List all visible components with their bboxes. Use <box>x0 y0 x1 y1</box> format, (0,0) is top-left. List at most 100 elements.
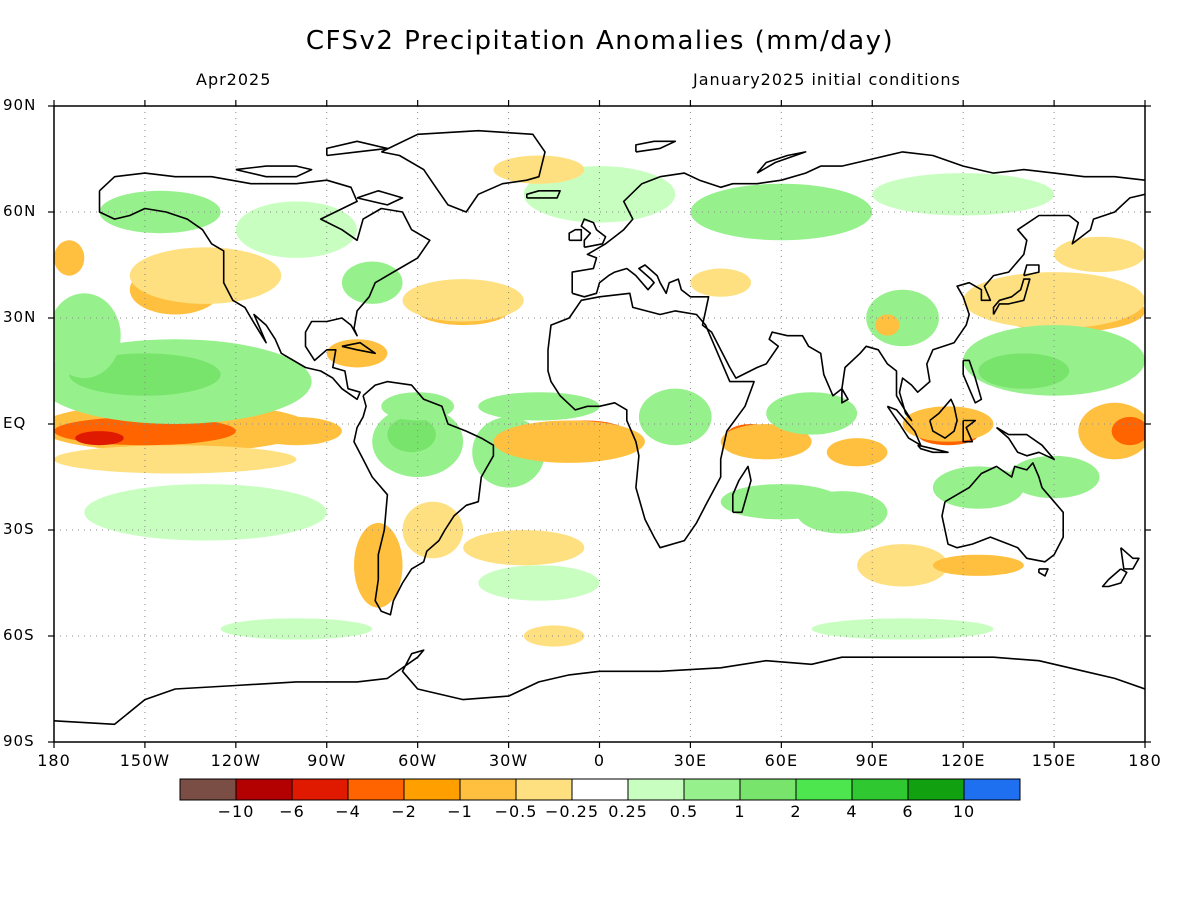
lon-label: 120E <box>940 751 986 770</box>
anomaly-patch <box>826 438 888 467</box>
lon-label: 120W <box>210 751 262 770</box>
coastline <box>1038 568 1049 577</box>
colorbar-swatch <box>683 778 741 801</box>
colorbar-label: −2 <box>391 802 417 821</box>
anomaly-patch <box>129 247 282 304</box>
forecast-month: Apr2025 <box>196 70 272 89</box>
coastlines <box>54 129 1145 726</box>
colorbar-swatch <box>291 778 349 801</box>
anomaly-patch <box>872 173 1055 216</box>
lon-label: 90E <box>855 751 889 770</box>
anomaly-patch <box>963 272 1145 329</box>
coastline <box>756 151 807 174</box>
lat-label: EQ <box>3 414 27 432</box>
coastline <box>1023 264 1040 277</box>
map-title: CFSv2 Precipitation Anomalies (mm/day) <box>305 26 895 56</box>
coastline <box>571 151 1145 294</box>
coastline <box>341 341 376 355</box>
colorbar-swatch <box>235 778 293 801</box>
coastline <box>1101 568 1128 588</box>
anomaly-patch <box>978 353 1070 389</box>
anomaly-patch <box>720 424 812 460</box>
lon-label: 180 <box>37 751 71 770</box>
coastline <box>635 140 677 153</box>
colorbar-swatch <box>571 778 629 801</box>
anomaly-patch <box>478 565 600 601</box>
colorbar-label: 10 <box>952 802 976 821</box>
lat-label: 60S <box>3 626 35 644</box>
colorbar-label: 0.5 <box>669 802 699 821</box>
colorbar-swatch <box>515 778 573 801</box>
coastline <box>54 649 1145 726</box>
colorbar-swatch <box>739 778 797 801</box>
coastline <box>841 388 849 404</box>
anomaly-patch <box>99 190 221 234</box>
coastline <box>732 465 752 514</box>
anomaly-field <box>54 155 1145 647</box>
anomaly-patch <box>1008 455 1100 499</box>
anomaly-patch <box>54 445 297 474</box>
lon-label: 60E <box>764 751 799 770</box>
anomaly-patch <box>796 491 888 534</box>
lat-label: 60N <box>3 202 37 220</box>
colorbar-label: −0.5 <box>494 802 538 821</box>
coastline <box>526 190 561 199</box>
anomaly-patch <box>866 289 939 347</box>
colorbar-swatch <box>403 778 461 801</box>
axis-ticks <box>48 100 1151 748</box>
colorbar-swatch <box>459 778 517 801</box>
anomaly-patch <box>932 554 1024 576</box>
lat-label: 90N <box>3 96 37 114</box>
colorbar-label: −10 <box>217 802 255 821</box>
coastline <box>571 193 1145 422</box>
colorbar-label: 6 <box>902 802 914 821</box>
coastline <box>235 165 313 178</box>
anomaly-patch <box>875 314 900 336</box>
coastline <box>580 218 607 249</box>
lat-label: 90S <box>3 732 35 750</box>
lon-label: 30E <box>673 751 708 770</box>
anomaly-patch <box>54 240 85 276</box>
coastline <box>547 292 755 549</box>
coastline <box>356 190 404 206</box>
anomaly-patch <box>75 431 124 446</box>
colorbar <box>179 778 1021 801</box>
coastline <box>326 140 389 157</box>
colorbar-swatch <box>179 778 237 801</box>
colorbar-label: 2 <box>790 802 802 821</box>
coastline <box>995 426 1055 461</box>
anomaly-patch <box>690 268 752 297</box>
lat-label: 30S <box>3 520 35 538</box>
anomaly-patch <box>387 416 436 453</box>
coastline <box>992 278 1031 315</box>
colorbar-label: 0.25 <box>608 802 648 821</box>
colorbar-label: −4 <box>335 802 361 821</box>
anomaly-patch <box>220 618 373 640</box>
colorbar-swatch <box>851 778 909 801</box>
coastline <box>98 172 431 401</box>
coastline <box>929 398 958 439</box>
colorbar-swatch <box>963 778 1021 801</box>
lon-label: 30W <box>488 751 529 770</box>
anomaly-patch <box>857 544 949 587</box>
colorbar-swatch <box>347 778 405 801</box>
coastline <box>962 359 983 404</box>
coastline <box>917 444 949 454</box>
anomaly-patch <box>463 530 585 566</box>
anomaly-patch <box>638 388 712 446</box>
anomaly-patch <box>1111 416 1145 446</box>
lat-label: 30N <box>3 308 37 326</box>
coastline <box>353 380 495 616</box>
lon-label: 60W <box>398 751 438 770</box>
colorbar-label: 4 <box>846 802 858 821</box>
colorbar-label: −6 <box>279 802 305 821</box>
anomaly-patch <box>54 293 121 379</box>
lon-label: 180 <box>1128 751 1162 770</box>
initial-conditions: January2025 initial conditions <box>693 70 961 89</box>
anomaly-patch <box>493 155 585 184</box>
anomaly-patch <box>250 416 342 446</box>
graticule <box>54 106 1145 742</box>
coastline <box>941 462 1064 563</box>
anomaly-patch <box>932 466 1024 509</box>
